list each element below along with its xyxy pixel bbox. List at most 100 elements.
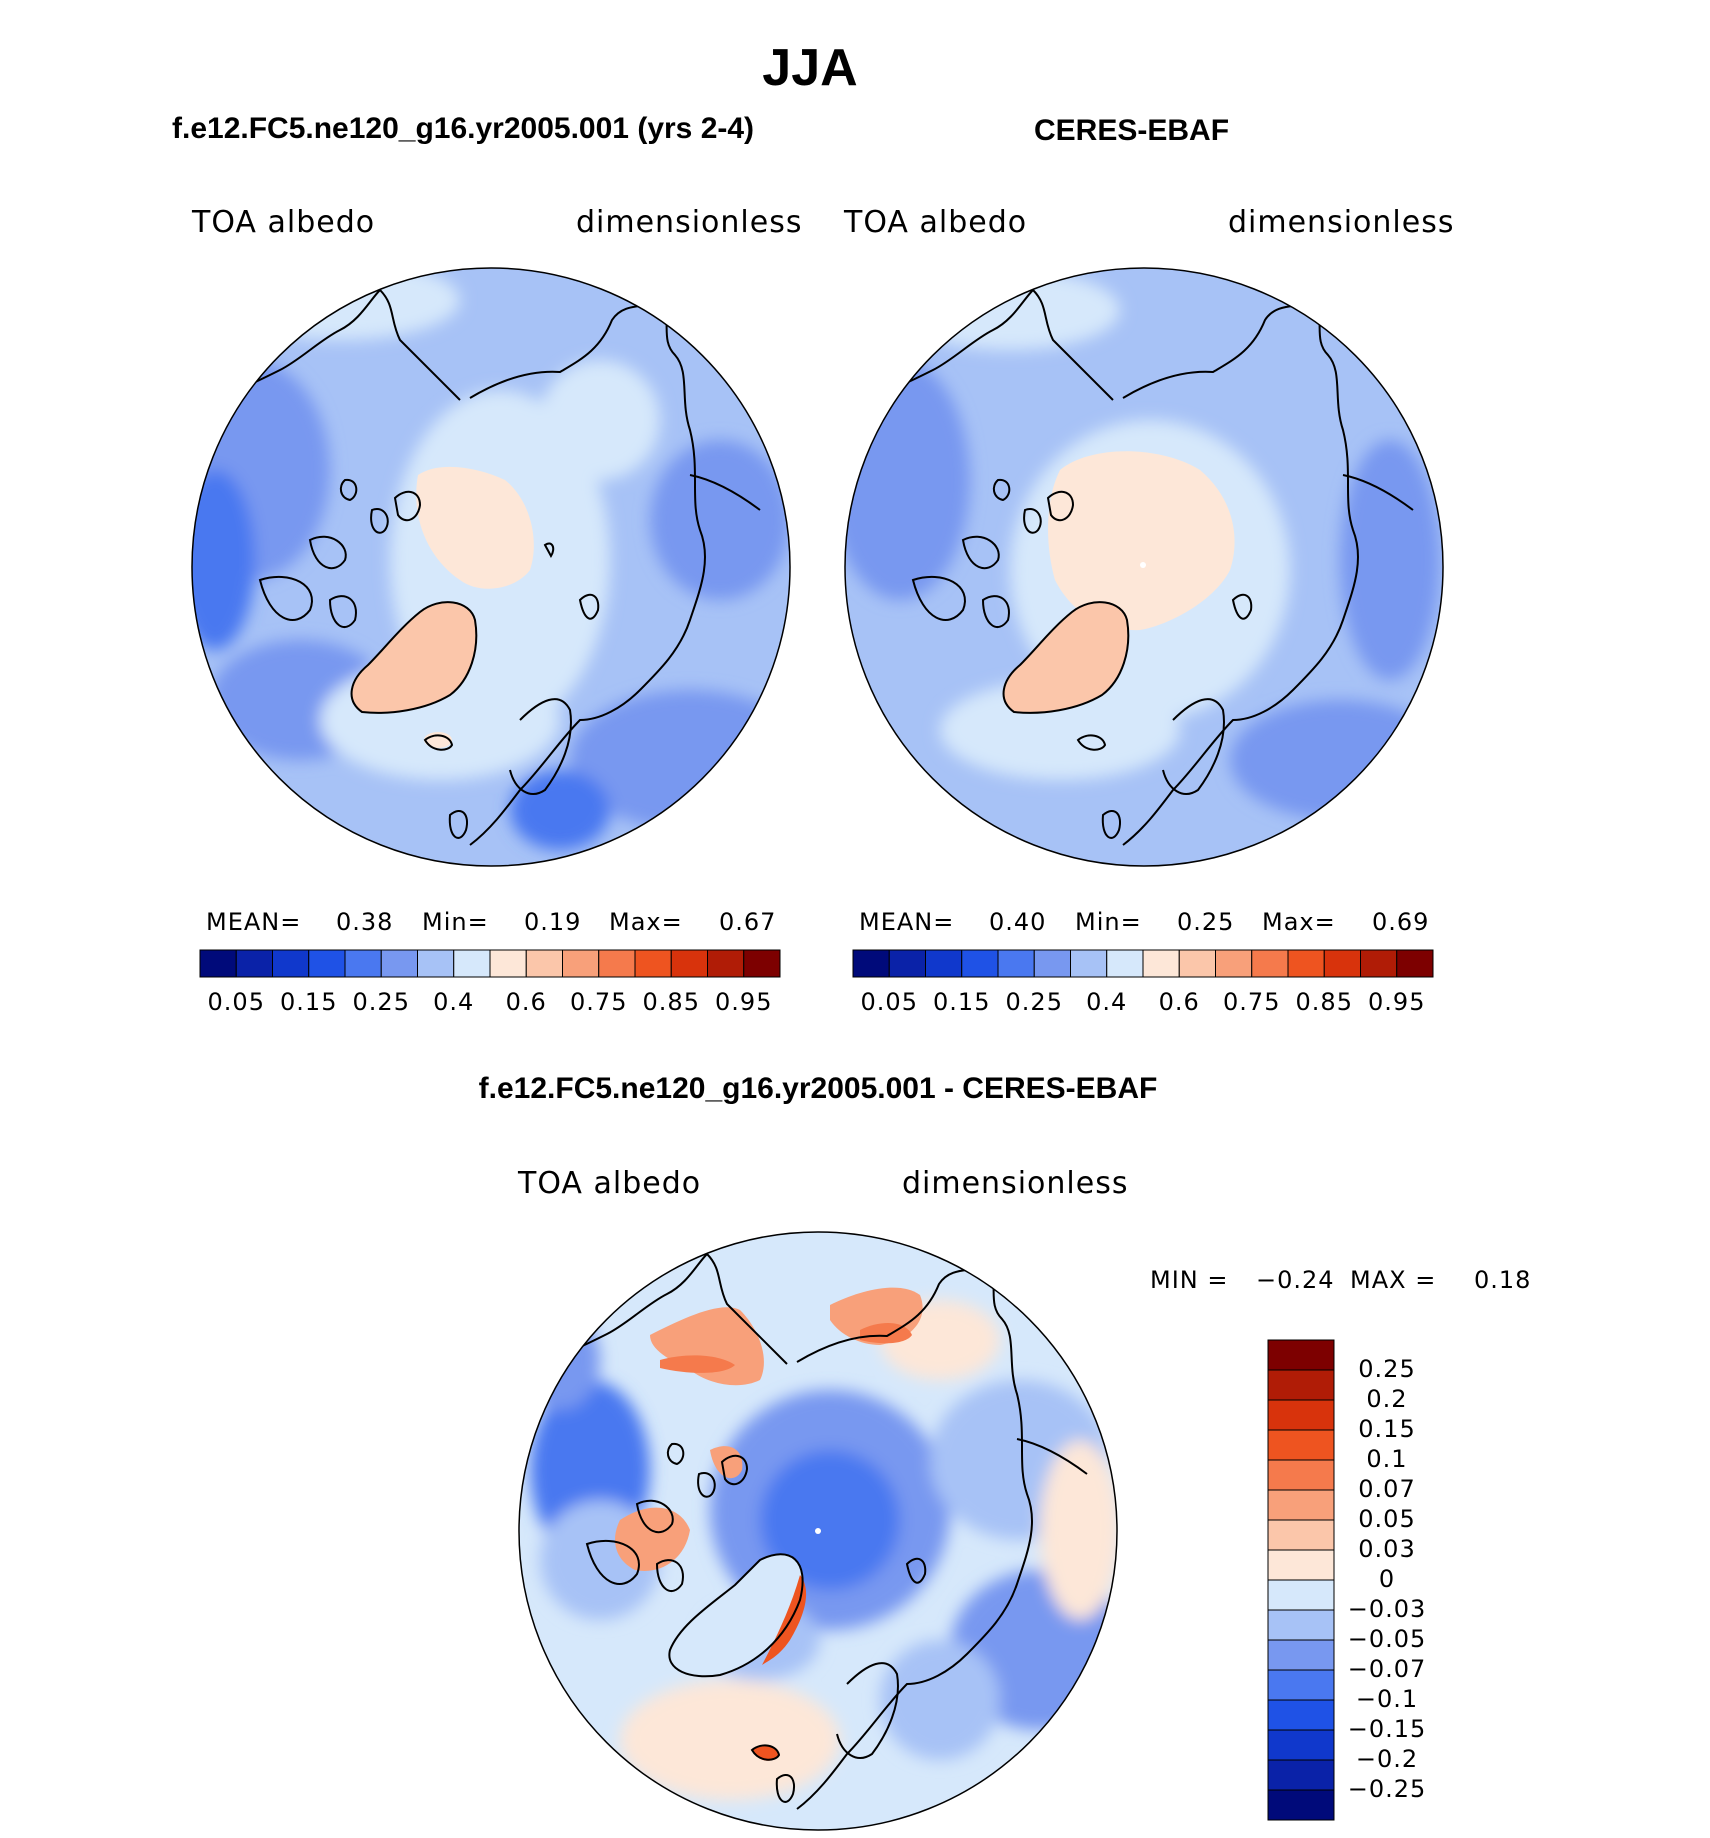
colorbar-tick-label: 0.95 [1368,988,1426,1016]
colorbar-swatch [598,949,636,978]
colorbar-swatch [925,949,963,978]
colorbar-swatch [1267,1609,1335,1641]
colorbar-swatch [1267,1579,1335,1611]
model-mean-label: MEAN= [206,908,302,936]
colorbar-swatch [888,949,926,978]
colorbar-tick-label: 0.4 [1086,988,1128,1016]
colorbar-swatch [1070,949,1108,978]
colorbar-swatch [743,949,781,978]
colorbar-swatch [1267,1519,1335,1551]
colorbar-tick-label: 0.75 [570,988,628,1016]
diff-min-value: −0.24 [1256,1266,1335,1294]
colorbar-swatch [1267,1759,1335,1791]
colorbar-swatch [525,949,563,978]
colorbar-tick-label: 0.85 [1295,988,1353,1016]
colorbar-tick-label: 0 [1378,1565,1396,1593]
model-variable-label: TOA albedo [192,205,376,240]
colorbar-swatch [199,949,237,978]
colorbar-swatch [1267,1489,1335,1521]
colorbar-tick-label: −0.05 [1347,1625,1427,1653]
colorbar-swatch [1396,949,1434,978]
colorbar-swatch [852,949,890,978]
colorbar-tick-label: 0.6 [505,988,547,1016]
colorbar-tick-label: 0.05 [1358,1505,1416,1533]
colorbar-tick-label: 0.1 [1366,1445,1408,1473]
obs-mean-label: MEAN= [859,908,955,936]
colorbar-tick-label: 0.95 [715,988,773,1016]
obs-max-value: 0.69 [1372,908,1430,936]
obs-variable-label: TOA albedo [844,205,1028,240]
colorbar-swatch [1178,949,1216,978]
obs-mean-value: 0.40 [989,908,1047,936]
colorbar-swatch [1215,949,1253,978]
diff-panel-title: f.e12.FC5.ne120_g16.yr2005.001 - CERES-E… [478,1072,1158,1105]
colorbar-swatch [1267,1699,1335,1731]
model-units-label: dimensionless [576,205,803,240]
model-mean-value: 0.38 [336,908,394,936]
diff-variable-label: TOA albedo [518,1166,702,1201]
colorbar-swatch [1033,949,1071,978]
colorbar-swatch [1267,1669,1335,1701]
colorbar-swatch [1287,949,1325,978]
obs-units-label: dimensionless [1228,205,1455,240]
colorbar-swatch [1267,1339,1335,1371]
diff-max-label: MAX = [1350,1266,1437,1294]
colorbar-swatch [562,949,600,978]
colorbar-swatch [344,949,382,978]
colorbar-tick-label: −0.07 [1347,1655,1427,1683]
colorbar-swatch [453,949,491,978]
diff-units-label: dimensionless [902,1166,1129,1201]
diff-min-label: MIN = [1150,1266,1229,1294]
colorbar-swatch [1267,1399,1335,1431]
colorbar-swatch [417,949,455,978]
obs-panel-title: CERES-EBAF [1034,114,1230,147]
model-panel-title: f.e12.FC5.ne120_g16.yr2005.001 (yrs 2-4) [172,112,755,145]
obs-max-label: Max= [1262,908,1336,936]
colorbar-tick-label: −0.15 [1347,1715,1427,1743]
colorbar-swatch [489,949,527,978]
colorbar-swatch [1267,1459,1335,1491]
colorbar-tick-label: 0.85 [642,988,700,1016]
colorbar-tick-label: −0.2 [1355,1745,1419,1773]
diff-colorbar [1267,1339,1335,1821]
colorbar-swatch [707,949,745,978]
obs-min-label: Min= [1075,908,1142,936]
obs-colorbar [852,949,1434,978]
colorbar-tick-label: 0.07 [1358,1475,1416,1503]
colorbar-tick-label: 0.75 [1223,988,1281,1016]
colorbar-swatch [308,949,346,978]
colorbar-tick-label: −0.25 [1347,1775,1427,1803]
colorbar-tick-label: 0.4 [433,988,475,1016]
model-colorbar [199,949,781,978]
colorbar-tick-label: 0.2 [1366,1385,1408,1413]
colorbar-swatch [670,949,708,978]
model-max-label: Max= [609,908,683,936]
colorbar-swatch [1267,1729,1335,1761]
colorbar-tick-label: 0.6 [1158,988,1200,1016]
colorbar-swatch [634,949,672,978]
colorbar-tick-label: 0.15 [1358,1415,1416,1443]
colorbar-swatch [1267,1789,1335,1821]
model-max-value: 0.67 [719,908,777,936]
colorbar-tick-label: −0.1 [1355,1685,1419,1713]
colorbar-swatch [235,949,273,978]
obs-map [844,267,1444,867]
colorbar-swatch [1267,1549,1335,1581]
colorbar-swatch [1267,1639,1335,1671]
colorbar-swatch [1106,949,1144,978]
colorbar-swatch [1267,1429,1335,1461]
colorbar-tick-label: 0.25 [352,988,410,1016]
colorbar-swatch [961,949,999,978]
colorbar-swatch [380,949,418,978]
model-min-label: Min= [422,908,489,936]
colorbar-swatch [1267,1369,1335,1401]
colorbar-tick-label: 0.15 [933,988,991,1016]
colorbar-tick-label: 0.25 [1005,988,1063,1016]
colorbar-tick-label: 0.05 [207,988,265,1016]
colorbar-swatch [1323,949,1361,978]
colorbar-tick-label: 0.05 [860,988,918,1016]
colorbar-swatch [997,949,1035,978]
colorbar-swatch [272,949,310,978]
obs-min-value: 0.25 [1177,908,1235,936]
